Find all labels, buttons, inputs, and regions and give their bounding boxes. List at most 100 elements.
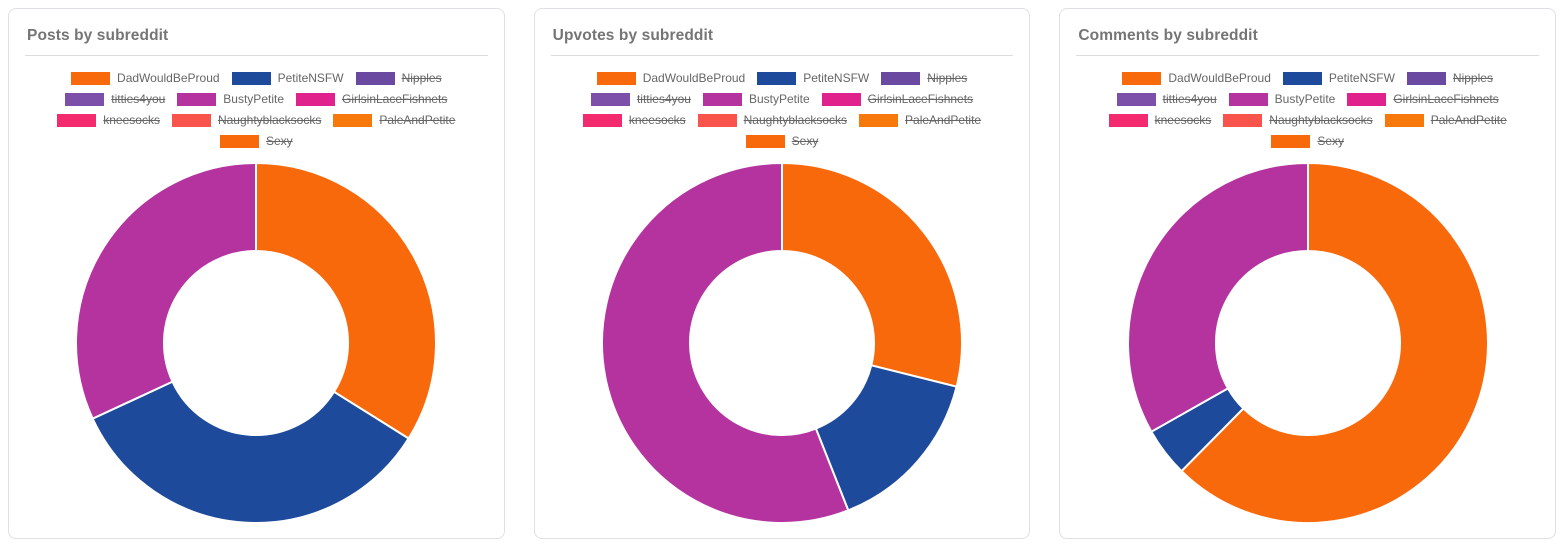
legend-label: Sexy: [265, 134, 293, 148]
legend-item-PaleAndPetite[interactable]: PaleAndPetite: [1384, 113, 1507, 127]
legend-swatch: [757, 72, 797, 85]
legend-item-DadWouldBeProud[interactable]: DadWouldBeProud: [1122, 72, 1271, 85]
legend-item-kneesocks[interactable]: kneesocks: [57, 114, 160, 127]
legend-item-GirlsinLaceFishnets[interactable]: GirlsinLaceFishnets: [1347, 92, 1499, 106]
donut-slice-DadWouldBeProud[interactable]: [255, 161, 438, 440]
donut-slice-DadWouldBeProud[interactable]: [1179, 161, 1489, 524]
legend-item-BustyPetite[interactable]: BustyPetite: [177, 93, 284, 106]
legend-label: PaleAndPetite: [905, 113, 982, 127]
legend-item-titties4you[interactable]: titties4you: [65, 93, 165, 106]
legend-swatch: [1406, 72, 1446, 85]
legend-item-DadWouldBeProud[interactable]: DadWouldBeProud: [71, 72, 220, 85]
legend-swatch: [745, 135, 785, 148]
legend-swatch: [1384, 114, 1424, 127]
legend-swatch: [57, 114, 97, 127]
legend-swatch: [219, 135, 259, 148]
legend-swatch: [1347, 93, 1387, 106]
legend-label: Sexy: [1317, 134, 1345, 148]
legend-label: Naughtyblacksocks: [217, 113, 322, 127]
chart-legend: DadWouldBeProud PetiteNSFW Nipples titties4…: [562, 68, 1002, 152]
legend-swatch: [333, 114, 373, 127]
legend-item-PaleAndPetite[interactable]: PaleAndPetite: [859, 114, 981, 127]
legend-label: GirlsinLaceFishnets: [342, 92, 448, 106]
legend-swatch: [177, 93, 217, 106]
legend-swatch: [1228, 93, 1268, 106]
legend-item-PetiteNSFW[interactable]: PetiteNSFW: [1282, 71, 1395, 85]
chart-card-comments: Comments by subreddit DadWouldBeProud Pet…: [1059, 8, 1557, 539]
legend-item-PetiteNSFW[interactable]: PetiteNSFW: [231, 72, 344, 85]
donut-chart: [1076, 161, 1539, 525]
legend-label: titties4you: [111, 92, 166, 106]
legend-item-Sexy[interactable]: Sexy: [219, 134, 293, 148]
legend-item-Nipples[interactable]: Nipples: [1406, 71, 1493, 85]
legend-swatch: [859, 114, 899, 127]
legend-item-Naughtyblacksocks[interactable]: Naughtyblacksocks: [697, 113, 848, 127]
donut-chart: [25, 161, 488, 525]
legend-swatch: [171, 114, 211, 127]
legend-item-PaleAndPetite[interactable]: PaleAndPetite: [333, 114, 455, 127]
donut-slice-BustyPetite[interactable]: [1126, 161, 1309, 434]
legend-swatch: [881, 72, 921, 85]
legend-label: kneesocks: [1154, 113, 1212, 127]
legend-label: Naughtyblacksocks: [1269, 113, 1373, 127]
legend-item-Nipples[interactable]: Nipples: [355, 71, 442, 85]
legend-label: Sexy: [791, 134, 819, 148]
legend-swatch: [71, 72, 111, 85]
legend-swatch: [702, 93, 742, 106]
legend-item-Naughtyblacksocks[interactable]: Naughtyblacksocks: [171, 113, 322, 127]
legend-swatch: [1223, 114, 1263, 127]
legend-swatch: [1271, 135, 1311, 148]
donut-slice-PetiteNSFW[interactable]: [91, 380, 411, 524]
legend-item-kneesocks[interactable]: kneesocks: [582, 113, 686, 127]
legend-label: Nipples: [1452, 71, 1493, 85]
legend-label: DadWouldBeProud: [642, 71, 746, 85]
chart-legend: DadWouldBeProud PetiteNSFW Nipples titties4…: [36, 68, 476, 152]
donut-slice-DadWouldBeProud[interactable]: [781, 161, 963, 388]
legend-item-DadWouldBeProud[interactable]: DadWouldBeProud: [596, 71, 746, 85]
legend-item-titties4you[interactable]: titties4you: [590, 92, 691, 106]
legend-swatch: [1108, 114, 1148, 127]
legend-label: Nipples: [401, 71, 442, 85]
legend-item-Naughtyblacksocks[interactable]: Naughtyblacksocks: [1223, 113, 1373, 127]
legend-swatch: [590, 93, 630, 106]
legend-label: PaleAndPetite: [379, 113, 456, 127]
legend-swatch: [821, 93, 861, 106]
legend-swatch: [231, 72, 271, 85]
chart-legend: DadWouldBeProud PetiteNSFW Nipples titties4…: [1088, 68, 1528, 152]
legend-label: Nipples: [927, 71, 968, 85]
legend-swatch: [1122, 72, 1162, 85]
legend-label: BustyPetite: [1274, 92, 1336, 106]
legend-item-kneesocks[interactable]: kneesocks: [1108, 113, 1212, 127]
chart-title: Upvotes by subreddit: [552, 27, 714, 44]
title-divider: [550, 55, 1014, 56]
title-divider: [1076, 55, 1540, 56]
legend-item-Sexy[interactable]: Sexy: [745, 134, 819, 148]
legend-swatch: [697, 114, 737, 127]
legend-swatch: [596, 72, 636, 85]
legend-label: GirlsinLaceFishnets: [1393, 92, 1499, 106]
legend-label: Naughtyblacksocks: [743, 113, 848, 127]
donut-slice-BustyPetite[interactable]: [601, 161, 850, 524]
legend-swatch: [355, 72, 395, 85]
legend-label: BustyPetite: [748, 92, 810, 106]
legend-label: PetiteNSFW: [1328, 71, 1395, 85]
legend-item-Sexy[interactable]: Sexy: [1271, 135, 1344, 148]
legend-label: PaleAndPetite: [1430, 113, 1507, 127]
chart-card-posts: Posts by subreddit DadWouldBeProud Petite…: [8, 8, 505, 539]
donut-slice-PetiteNSFW[interactable]: [814, 364, 958, 512]
legend-item-Nipples[interactable]: Nipples: [881, 72, 967, 85]
legend-item-GirlsinLaceFishnets[interactable]: GirlsinLaceFishnets: [296, 93, 447, 106]
legend-label: titties4you: [1162, 92, 1217, 106]
title-divider: [25, 55, 488, 56]
legend-item-titties4you[interactable]: titties4you: [1116, 92, 1217, 106]
legend-swatch: [1116, 93, 1156, 106]
legend-item-BustyPetite[interactable]: BustyPetite: [1228, 92, 1336, 106]
legend-item-PetiteNSFW[interactable]: PetiteNSFW: [757, 72, 869, 85]
donut-slice-BustyPetite[interactable]: [75, 161, 258, 420]
legend-label: kneesocks: [628, 113, 686, 127]
legend-label: GirlsinLaceFishnets: [867, 92, 974, 106]
legend-item-GirlsinLaceFishnets[interactable]: GirlsinLaceFishnets: [821, 92, 974, 106]
legend-item-BustyPetite[interactable]: BustyPetite: [702, 92, 810, 106]
legend-label: titties4you: [636, 92, 691, 106]
